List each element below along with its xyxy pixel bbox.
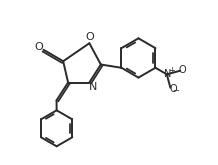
Text: N: N — [164, 68, 171, 79]
Text: −: − — [173, 86, 180, 95]
Text: O: O — [34, 42, 43, 51]
Text: +: + — [168, 66, 175, 75]
Text: N: N — [89, 82, 98, 92]
Text: O: O — [169, 83, 177, 94]
Text: O: O — [179, 65, 186, 75]
Text: O: O — [85, 32, 94, 42]
